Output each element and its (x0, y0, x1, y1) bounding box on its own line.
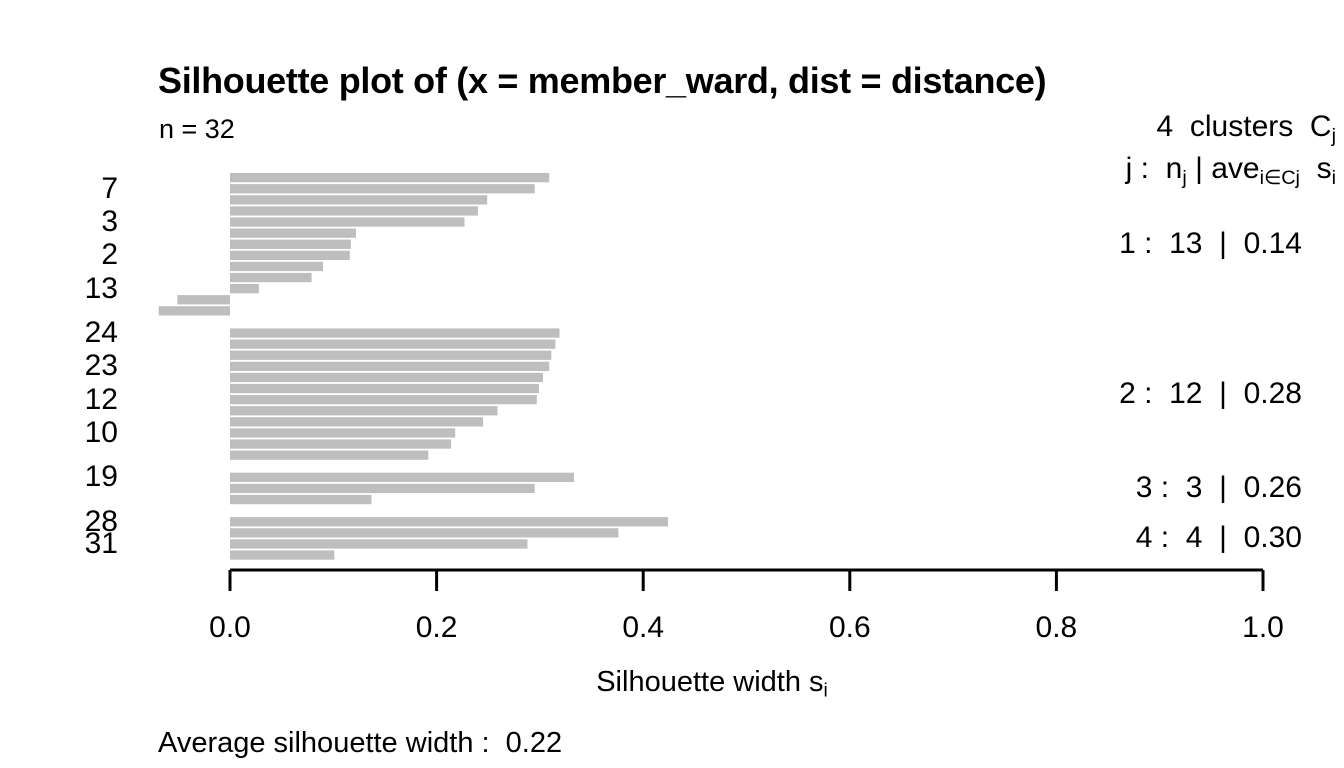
silhouette-bar (230, 328, 560, 338)
cluster-legend-title: 4 clusters Cj (1156, 110, 1336, 147)
row-label: 19 (84, 460, 118, 494)
cluster-summary: 4 : 4 | 0.30 (1135, 521, 1302, 555)
silhouette-bar (230, 272, 312, 283)
silhouette-bar (230, 339, 556, 349)
silhouette-bar (230, 406, 498, 416)
plot-title: Silhouette plot of (x = member_ward, dis… (158, 60, 1047, 101)
cluster-summary: 3 : 3 | 0.26 (1135, 471, 1302, 505)
cluster-summary: 1 : 13 | 0.14 (1119, 227, 1302, 261)
subscript: j (1182, 166, 1187, 189)
x-tick-label: 0.2 (415, 611, 458, 644)
silhouette-bar (230, 550, 335, 560)
silhouette-bar (230, 417, 484, 427)
n-count-label: n = 32 (159, 114, 235, 144)
silhouette-bar (230, 195, 488, 205)
silhouette-bar (230, 528, 619, 538)
subscript: i∈Cj (1259, 166, 1300, 189)
silhouette-bar (230, 428, 456, 438)
row-label: 13 (84, 271, 118, 305)
silhouette-bar (230, 350, 552, 360)
row-label: 2 (101, 238, 118, 272)
silhouette-bar (230, 517, 668, 527)
x-tick-label: 0.0 (209, 611, 251, 644)
silhouette-bar (230, 472, 574, 482)
row-label: 31 (84, 526, 118, 560)
silhouette-bar (230, 284, 259, 294)
silhouette-bar (230, 239, 351, 249)
row-label: 7 (101, 171, 118, 205)
silhouette-bar (230, 206, 478, 216)
silhouette-bar (230, 184, 535, 194)
cluster-legend-formula: j : nj | avei∈Cj si (1125, 152, 1336, 189)
subscript: j (1331, 124, 1336, 147)
silhouette-bar (230, 217, 465, 227)
silhouette-bar (230, 450, 429, 460)
x-tick-label: 0.8 (1035, 611, 1078, 644)
silhouette-bar (230, 494, 372, 505)
x-tick-label: 0.4 (622, 611, 665, 644)
silhouette-bar (177, 295, 230, 305)
row-label: 24 (84, 316, 118, 350)
silhouette-bar (230, 173, 550, 183)
row-label: 28 (84, 504, 118, 538)
subscript: i (823, 680, 828, 702)
cluster-legend: 4 clusters Cj j : nj | avei∈Cj si (1126, 106, 1336, 190)
row-label: 23 (84, 349, 118, 383)
silhouette-bar (230, 261, 323, 272)
silhouette-bar (230, 439, 452, 449)
row-label: 12 (84, 382, 118, 416)
silhouette-bar (230, 539, 528, 549)
average-width-label: Average silhouette width : 0.22 (158, 727, 563, 759)
silhouette-bar (230, 383, 539, 394)
row-label: 3 (101, 205, 118, 239)
silhouette-bar (230, 372, 543, 383)
cluster-summary: 2 : 12 | 0.28 (1119, 377, 1302, 411)
silhouette-bar (230, 395, 537, 405)
x-tick-label: 0.6 (828, 611, 871, 644)
subscript: i (1331, 166, 1336, 189)
silhouette-bar (230, 228, 356, 238)
row-label: 10 (84, 415, 118, 449)
silhouette-bar (230, 483, 535, 494)
x-tick-label: 1.0 (1242, 611, 1284, 644)
silhouette-bar (158, 306, 230, 316)
x-axis-title: Silhouette width si (596, 666, 828, 702)
silhouette-bar (230, 361, 550, 371)
silhouette-bar (230, 250, 350, 260)
